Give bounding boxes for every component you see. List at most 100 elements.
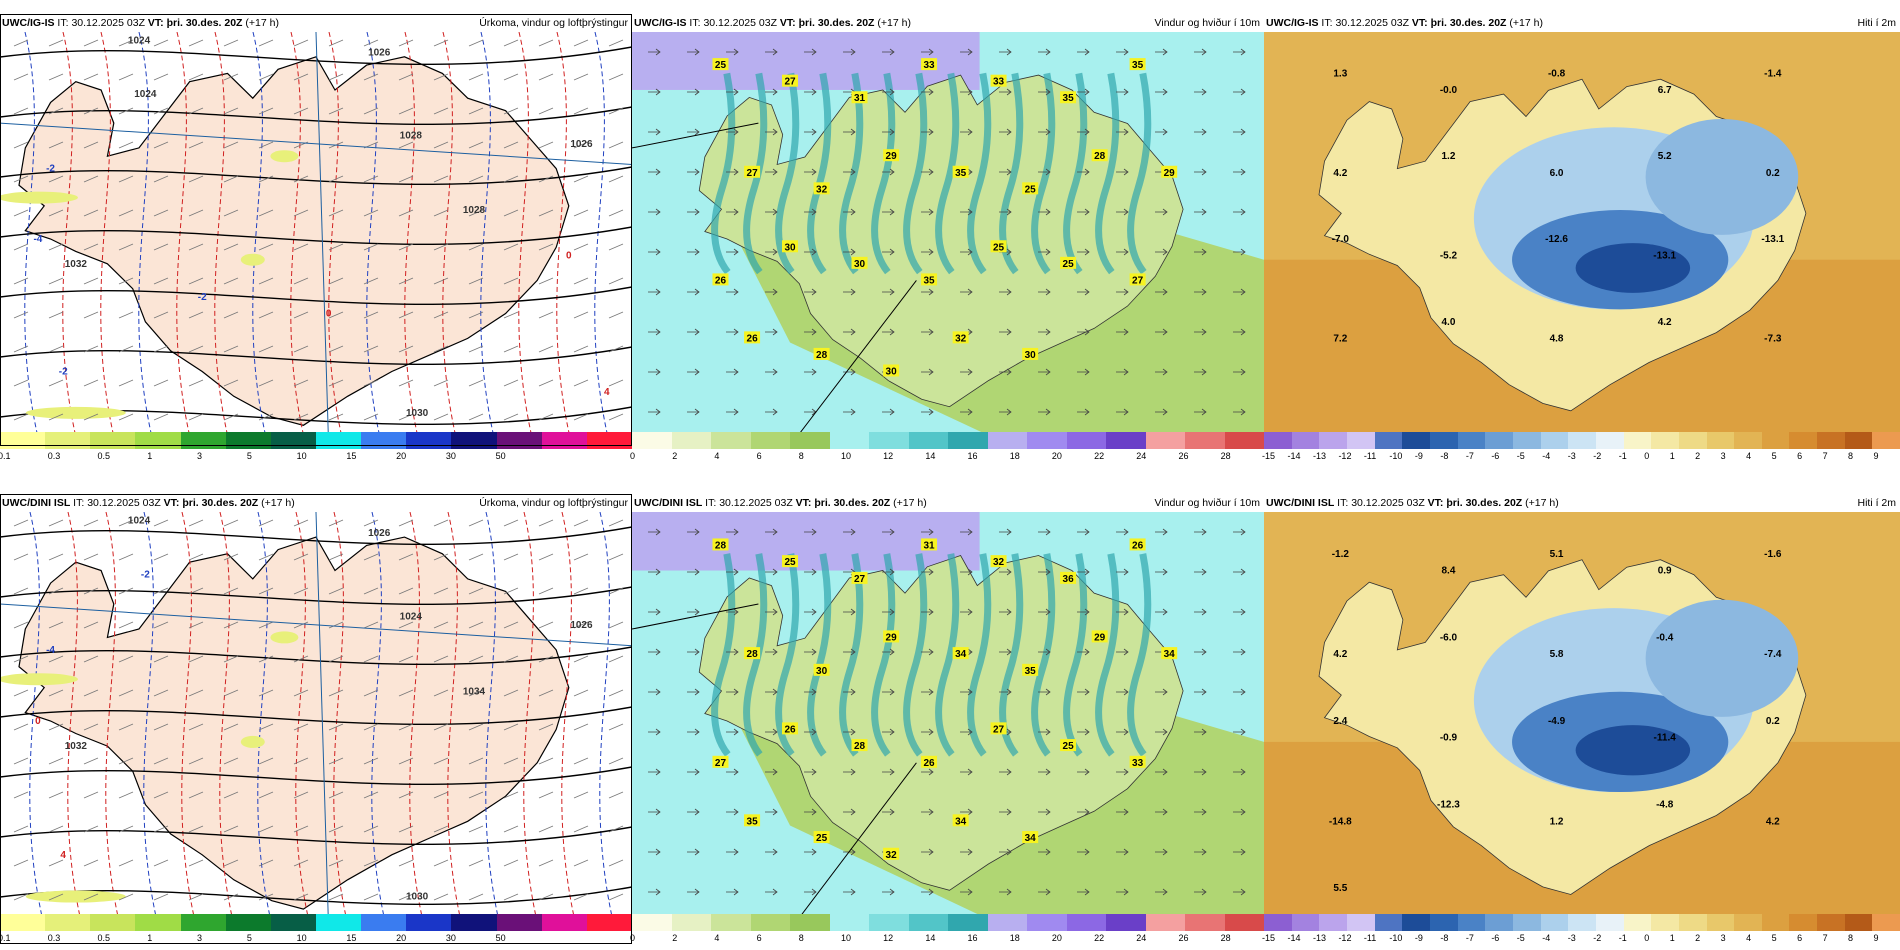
colorbar-swatch (750, 914, 790, 931)
colorbar-tick-label: -2 (1593, 451, 1602, 461)
wind-arrow (765, 728, 778, 736)
wind-arrow (1077, 848, 1090, 856)
wind-barb (503, 141, 519, 149)
wind-barb (83, 413, 99, 421)
wind-arrow (999, 88, 1012, 96)
wind-barb (223, 345, 239, 353)
wind-arrow (1038, 888, 1051, 896)
colorbar-tick-label: 4 (1746, 451, 1752, 461)
colorbar-swatch (1291, 432, 1320, 449)
wind-arrow (882, 608, 895, 616)
wind-barb (608, 655, 624, 663)
wind-barb (468, 209, 484, 217)
colorbar-tick-label: 0.1 (0, 933, 11, 943)
panel-title: Hiti í 2m (1857, 17, 1896, 29)
wind-barb (573, 277, 589, 285)
wind-barb (118, 791, 134, 799)
colorbar-tick-label: 9 (1873, 933, 1879, 943)
wind-barb (118, 345, 134, 353)
wind-barb (538, 413, 554, 421)
wind-arrow (765, 648, 778, 656)
wind-arrow (648, 48, 661, 56)
wind-barb (188, 893, 204, 901)
colorbar-tick-label: -14 (1287, 451, 1301, 461)
wind-arrow (1116, 328, 1129, 336)
value-label-box (883, 630, 900, 643)
wind-barb (48, 175, 64, 183)
wind-arrow (765, 128, 778, 136)
wind-arrow (921, 288, 934, 296)
wind-barb (363, 73, 379, 81)
wind-barb (433, 209, 449, 217)
gust-label: 28 (715, 540, 727, 551)
wind-barb (48, 655, 64, 663)
gust-band (1031, 72, 1056, 275)
wind-barb (573, 413, 589, 421)
gust-label: 30 (784, 242, 796, 253)
wind-arrow (960, 88, 973, 96)
wind-barb (293, 723, 309, 731)
wind-barb (468, 379, 484, 387)
wind-barb (293, 209, 309, 217)
wind-barb (328, 175, 344, 183)
wind-arrow (726, 128, 739, 136)
wind-barb (608, 243, 624, 251)
colorbar-swatch (45, 432, 91, 449)
wind-arrow (726, 528, 739, 536)
wind-arrow (882, 528, 895, 536)
wind-arrow (765, 368, 778, 376)
value-label-box (1129, 58, 1146, 71)
temperature-contour (138, 32, 155, 446)
sea-area (632, 259, 980, 446)
colorbar-swatch (1789, 432, 1818, 449)
colorbar-swatch (1374, 432, 1403, 449)
wind-barb (538, 893, 554, 901)
wind-arrow (1155, 408, 1168, 416)
colorbar-swatch (451, 432, 497, 449)
colorbar-tick-label: 3 (197, 933, 203, 943)
wind-barb (503, 519, 519, 527)
wind-barb (293, 379, 309, 387)
temperature-label: -7.0 (1332, 234, 1350, 245)
wind-arrow (687, 248, 700, 256)
temperature-label: 5.1 (1550, 549, 1564, 560)
wind-arrow (804, 528, 817, 536)
wind-arrow (843, 608, 856, 616)
wind-arrow (960, 688, 973, 696)
wind-barb (538, 141, 554, 149)
gust-label: 26 (923, 758, 935, 769)
wind-barb (538, 791, 554, 799)
wind-arrow (726, 768, 739, 776)
temperature-contour (214, 32, 231, 446)
contour-label: 1024 (134, 89, 157, 100)
gust-label: 35 (1025, 666, 1037, 677)
wind-barb (223, 825, 239, 833)
wind-barb (293, 689, 309, 697)
wind-barb (538, 825, 554, 833)
precip-colorbar-ticks: 0.1 0.3 0.5 1 3 5 10 15 20 30 50 (0, 451, 632, 463)
wind-barb (398, 277, 414, 285)
gust-band (903, 553, 928, 757)
value-label-box (782, 555, 798, 568)
wind-arrow (882, 728, 895, 736)
temperature-label: 1.2 (1550, 816, 1564, 827)
gust-label: 33 (993, 77, 1005, 88)
value-label-box (744, 331, 761, 344)
wind-barb (468, 311, 484, 319)
isobar (0, 526, 632, 545)
temperature-label: 7.2 (1333, 333, 1347, 344)
wind-barb (328, 791, 344, 799)
contour-label: -4 (46, 645, 55, 656)
wind-arrow (648, 768, 661, 776)
colorbar-tick-label: -11 (1363, 451, 1377, 461)
wind-arrow (1116, 48, 1129, 56)
panel-title: Úrkoma, vindur og loftþrýstingur (479, 497, 628, 509)
wind-barb (13, 519, 29, 527)
wind-arrow (921, 688, 934, 696)
wind-barb (188, 519, 204, 527)
wind-barb (293, 107, 309, 115)
wind-barb (48, 825, 64, 833)
wind-barb (503, 209, 519, 217)
wind-arrow (765, 288, 778, 296)
gust-label: 35 (747, 816, 759, 827)
